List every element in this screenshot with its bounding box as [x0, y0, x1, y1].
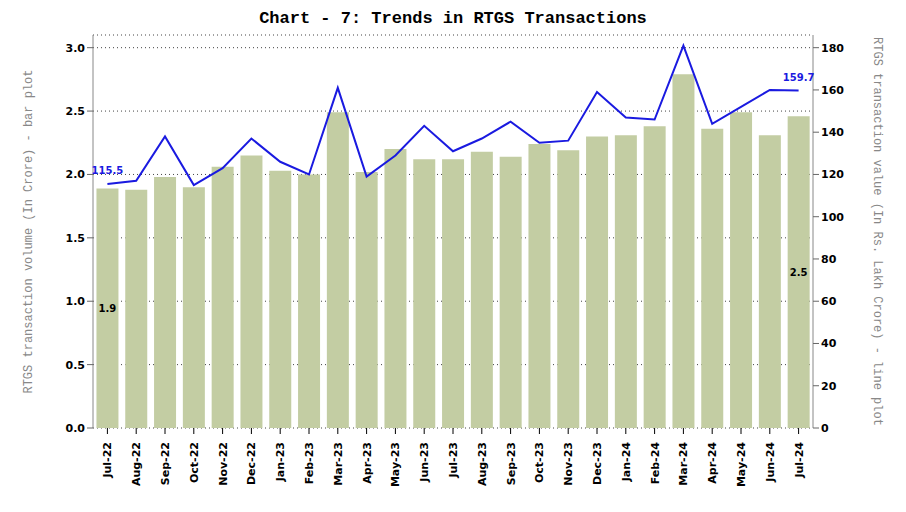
svg-text:Jul-24: Jul-24 — [793, 442, 806, 479]
svg-text:Apr-24: Apr-24 — [706, 442, 719, 484]
svg-text:Aug-22: Aug-22 — [130, 442, 143, 486]
svg-text:Nov-22: Nov-22 — [217, 442, 230, 486]
svg-text:2.5: 2.5 — [790, 267, 808, 278]
svg-text:Jul-22: Jul-22 — [101, 442, 114, 479]
svg-text:1.9: 1.9 — [99, 303, 117, 314]
svg-text:1.0: 1.0 — [66, 295, 86, 308]
svg-text:160: 160 — [821, 84, 844, 97]
svg-text:Dec-23: Dec-23 — [591, 442, 604, 485]
svg-text:159.7: 159.7 — [783, 72, 815, 83]
svg-text:RTGS transaction volume (In Cr: RTGS transaction volume (In Crore) - bar… — [22, 69, 36, 393]
svg-text:20: 20 — [821, 380, 837, 393]
svg-text:0.0: 0.0 — [66, 422, 86, 435]
svg-text:RTGS transaction value (In Rs.: RTGS transaction value (In Rs. Lakh Cror… — [870, 37, 884, 426]
svg-text:Jan-24: Jan-24 — [620, 442, 633, 483]
svg-text:0.5: 0.5 — [66, 359, 86, 372]
svg-text:Oct-23: Oct-23 — [533, 442, 546, 483]
svg-text:100: 100 — [821, 211, 844, 224]
svg-text:Dec-22: Dec-22 — [245, 442, 258, 485]
svg-text:Apr-23: Apr-23 — [361, 442, 374, 484]
svg-text:3.0: 3.0 — [66, 42, 86, 55]
svg-text:2.0: 2.0 — [66, 168, 86, 181]
svg-text:May-24: May-24 — [735, 442, 748, 486]
svg-text:115.5: 115.5 — [92, 165, 124, 176]
svg-text:Sep-23: Sep-23 — [505, 442, 518, 485]
svg-text:0: 0 — [821, 422, 829, 435]
svg-text:60: 60 — [821, 295, 837, 308]
svg-text:2.5: 2.5 — [66, 105, 86, 118]
svg-text:May-23: May-23 — [389, 442, 402, 486]
svg-text:140: 140 — [821, 126, 844, 139]
svg-text:120: 120 — [821, 168, 844, 181]
svg-text:40: 40 — [821, 337, 837, 350]
svg-text:Jan-23: Jan-23 — [274, 442, 287, 482]
svg-text:Feb-24: Feb-24 — [649, 442, 662, 485]
svg-text:180: 180 — [821, 42, 844, 55]
svg-text:Sep-22: Sep-22 — [159, 442, 172, 485]
svg-text:Oct-22: Oct-22 — [188, 442, 201, 483]
svg-text:Jul-23: Jul-23 — [447, 442, 460, 479]
svg-text:80: 80 — [821, 253, 837, 266]
svg-text:Jun-24: Jun-24 — [764, 442, 777, 483]
svg-text:Feb-23: Feb-23 — [303, 442, 316, 484]
html-text:Chart - 7: Trends in RTGS Tran: Chart - 7: Trends in RTGS Transactions — [259, 9, 647, 28]
svg-text:Mar-24: Mar-24 — [677, 442, 690, 486]
svg-text:1.5: 1.5 — [66, 232, 86, 245]
svg-text:Jun-23: Jun-23 — [418, 442, 431, 483]
svg-text:Mar-23: Mar-23 — [332, 442, 345, 486]
svg-text:Nov-23: Nov-23 — [562, 442, 575, 486]
svg-text:Aug-23: Aug-23 — [476, 442, 489, 486]
